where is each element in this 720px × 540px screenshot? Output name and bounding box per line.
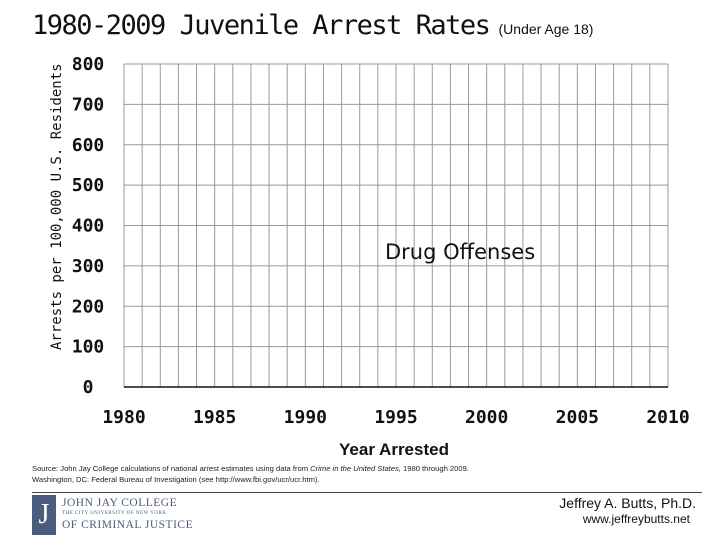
source-italic-title: Crime in the United States, <box>310 464 401 473</box>
x-tick-label: 2005 <box>556 407 599 428</box>
author-url[interactable]: www.jeffreybutts.net <box>582 512 690 526</box>
y-tick-label: 700 <box>72 94 105 115</box>
y-tick-label: 500 <box>72 175 105 196</box>
y-tick-label: 600 <box>72 135 105 156</box>
logo-letter-badge: J <box>32 495 56 535</box>
chart-subtitle: (Under Age 18) <box>498 21 594 37</box>
chart-title-block: 1980-2009 Juvenile Arrest Rates (Under A… <box>32 10 593 41</box>
footer-divider <box>32 492 702 493</box>
source-suffix: 1980 through 2009. <box>400 464 469 473</box>
grid-lines <box>123 63 669 387</box>
annotation-drug-offenses: Drug Offenses <box>385 240 535 264</box>
y-axis-label: Arrests per 100,000 U.S. Residents <box>49 63 65 350</box>
source-prefix: Source: John Jay College calculations of… <box>32 464 311 473</box>
y-tick-labels: 0 100 200 300 400 500 600 700 800 <box>72 54 105 398</box>
logo-line-1: JOHN JAY COLLEGE <box>62 497 178 509</box>
source-note: Source: John Jay College calculations of… <box>32 463 592 485</box>
y-tick-label: 400 <box>72 216 105 237</box>
y-tick-label: 200 <box>72 296 105 317</box>
chart-title: 1980-2009 Juvenile Arrest Rates <box>32 10 491 41</box>
y-tick-label: 800 <box>72 54 105 75</box>
x-tick-label: 1990 <box>284 407 327 428</box>
source-line-2: Washington, DC: Federal Bureau of Invest… <box>32 475 320 484</box>
y-tick-label: 300 <box>72 256 105 277</box>
x-tick-label: 2000 <box>465 407 508 428</box>
y-tick-label: 100 <box>72 337 105 358</box>
x-tick-label: 2010 <box>646 407 689 428</box>
logo-line-3: OF CRIMINAL JUSTICE <box>62 519 194 531</box>
x-axis-label: Year Arrested <box>339 440 449 459</box>
author-name: Jeffrey A. Butts, Ph.D. <box>559 495 696 511</box>
y-tick-label: 0 <box>83 377 94 398</box>
john-jay-college-logo: J JOHN JAY COLLEGE THE CITY UNIVERSITY O… <box>32 495 193 535</box>
x-tick-label: 1995 <box>374 407 417 428</box>
x-tick-label: 1980 <box>102 407 145 428</box>
x-tick-label: 1985 <box>193 407 236 428</box>
x-tick-labels: 1980 1985 1990 1995 2000 2005 2010 <box>102 407 689 428</box>
logo-line-2: THE CITY UNIVERSITY OF NEW YORK <box>62 511 167 516</box>
